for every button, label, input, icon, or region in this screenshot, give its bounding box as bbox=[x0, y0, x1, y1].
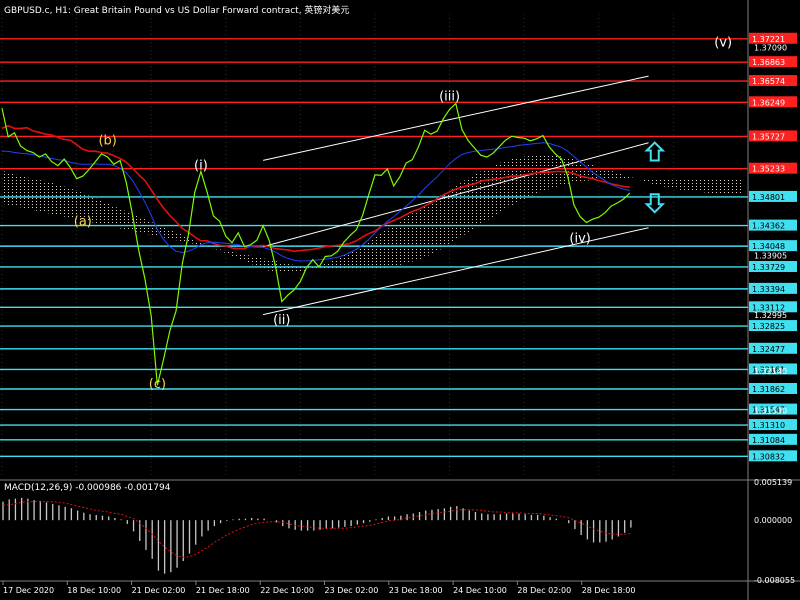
cyan-level-label: 1.33729 bbox=[752, 263, 785, 272]
cyan-level-tag bbox=[749, 190, 797, 202]
cyan-level-label: 1.33394 bbox=[752, 285, 785, 294]
red-level-tag bbox=[749, 96, 797, 108]
red-level-label: 1.35727 bbox=[752, 132, 785, 141]
cyan-level-label: 1.31547 bbox=[752, 406, 785, 415]
arrow-up-icon bbox=[644, 141, 666, 162]
red-level-tag bbox=[749, 56, 797, 68]
channel-line bbox=[262, 142, 649, 248]
wave-label: (v) bbox=[714, 36, 732, 51]
time-tick-label: 22 Dec 10:00 bbox=[260, 586, 314, 595]
cyan-level-tag bbox=[749, 403, 797, 415]
red-level-label: 1.36249 bbox=[752, 98, 785, 107]
time-tick-label: 18 Dec 10:00 bbox=[67, 586, 121, 595]
cyan-level-tag bbox=[749, 433, 797, 445]
cyan-level-label: 1.31862 bbox=[752, 385, 785, 394]
cyan-level-tag bbox=[749, 382, 797, 394]
cyan-level-tag bbox=[749, 320, 797, 332]
moving-average-red-line bbox=[1, 124, 630, 253]
cyan-level-label: 1.32161 bbox=[752, 365, 785, 374]
red-level-tag bbox=[749, 32, 797, 44]
wave-label: (iii) bbox=[439, 89, 460, 104]
price-tick-label: 1.37090 bbox=[754, 43, 787, 52]
price-tick-label: 1.31530 bbox=[754, 407, 787, 416]
red-level-label: 1.36863 bbox=[752, 58, 785, 67]
time-tick-label: 28 Dec 18:00 bbox=[582, 586, 636, 595]
cyan-level-tag bbox=[749, 282, 797, 294]
macd-signal-line bbox=[2, 501, 631, 558]
moving-average-blue-line bbox=[2, 142, 631, 262]
cyan-level-label: 1.34801 bbox=[752, 193, 785, 202]
cyan-level-tag bbox=[749, 419, 797, 431]
cyan-level-tag bbox=[749, 450, 797, 462]
price-series bbox=[1, 102, 631, 386]
red-level-label: 1.36574 bbox=[752, 77, 785, 86]
cyan-level-tag bbox=[749, 260, 797, 272]
macd-axis-label: 0.000000 bbox=[754, 516, 792, 525]
cyan-level-label: 1.31310 bbox=[752, 421, 785, 430]
ichimoku-cloud bbox=[2, 155, 742, 273]
arrow-down-icon bbox=[644, 193, 666, 214]
macd-title: MACD(12,26,9) -0.000986 -0.001794 bbox=[4, 483, 171, 493]
channel-line bbox=[262, 75, 649, 161]
red-level-label: 1.35233 bbox=[752, 165, 785, 174]
cloud-area bbox=[2, 155, 742, 273]
wave-label: (c) bbox=[149, 377, 166, 392]
cyan-level-label: 1.34048 bbox=[752, 242, 785, 251]
red-level-tag bbox=[749, 162, 797, 174]
red-level-tag bbox=[749, 130, 797, 142]
price-tick-label: 1.32995 bbox=[754, 311, 787, 320]
wave-labels: (a) (b) (c) (i) (ii) (iii) (iv) (v) bbox=[74, 36, 732, 392]
time-tick-label: 21 Dec 02:00 bbox=[132, 586, 186, 595]
cyan-level-tag bbox=[749, 342, 797, 354]
channel-line bbox=[262, 227, 649, 316]
chart-title: GBPUSD.c, H1: Great Britain Pound vs US … bbox=[4, 6, 350, 16]
cyan-level-label: 1.34362 bbox=[752, 222, 785, 231]
cyan-level-tag bbox=[749, 301, 797, 313]
price-tick-label: 1.32140 bbox=[754, 367, 787, 376]
time-tick-label: 23 Dec 02:00 bbox=[325, 586, 379, 595]
wave-label: (ii) bbox=[273, 313, 290, 328]
price-line bbox=[1, 102, 631, 386]
price-tick-label: 1.33905 bbox=[754, 251, 787, 260]
time-axis: 17 Dec 2020 18 Dec 10:00 21 Dec 02:00 21 De… bbox=[2, 581, 636, 595]
wave-label: (a) bbox=[74, 215, 92, 230]
macd-axis-label: 0.005139 bbox=[754, 478, 792, 487]
cyan-level-label: 1.32477 bbox=[752, 345, 785, 354]
red-level-label: 1.37221 bbox=[752, 35, 785, 44]
moving-averages bbox=[1, 124, 631, 262]
cyan-level-tag bbox=[749, 363, 797, 375]
wave-label: (b) bbox=[98, 134, 116, 149]
cyan-level-tag bbox=[749, 219, 797, 231]
red-level-tag bbox=[749, 75, 797, 87]
macd-axis-label: -0.008055 bbox=[754, 576, 795, 585]
cyan-level-label: 1.33112 bbox=[752, 303, 785, 312]
time-tick-label: 17 Dec 2020 bbox=[3, 586, 54, 595]
wave-label: (iv) bbox=[569, 232, 590, 247]
macd-pane: 0.005139 0.000000 -0.008055 bbox=[2, 478, 795, 585]
time-tick-label: 28 Dec 02:00 bbox=[517, 586, 571, 595]
cyan-level-label: 1.30832 bbox=[752, 452, 785, 461]
price-axis: 1.37090 1.33905 1.32995 1.32140 1.31530 bbox=[754, 43, 787, 415]
time-tick-label: 23 Dec 18:00 bbox=[389, 586, 443, 595]
cyan-level-label: 1.32825 bbox=[752, 322, 785, 331]
time-tick-label: 24 Dec 10:00 bbox=[453, 586, 507, 595]
cyan-level-label: 1.31084 bbox=[752, 436, 785, 445]
trend-channel bbox=[262, 75, 649, 316]
direction-arrows bbox=[644, 141, 666, 214]
time-tick-label: 21 Dec 18:00 bbox=[196, 586, 250, 595]
wave-label: (i) bbox=[194, 159, 208, 174]
cyan-level-tag bbox=[749, 240, 797, 252]
